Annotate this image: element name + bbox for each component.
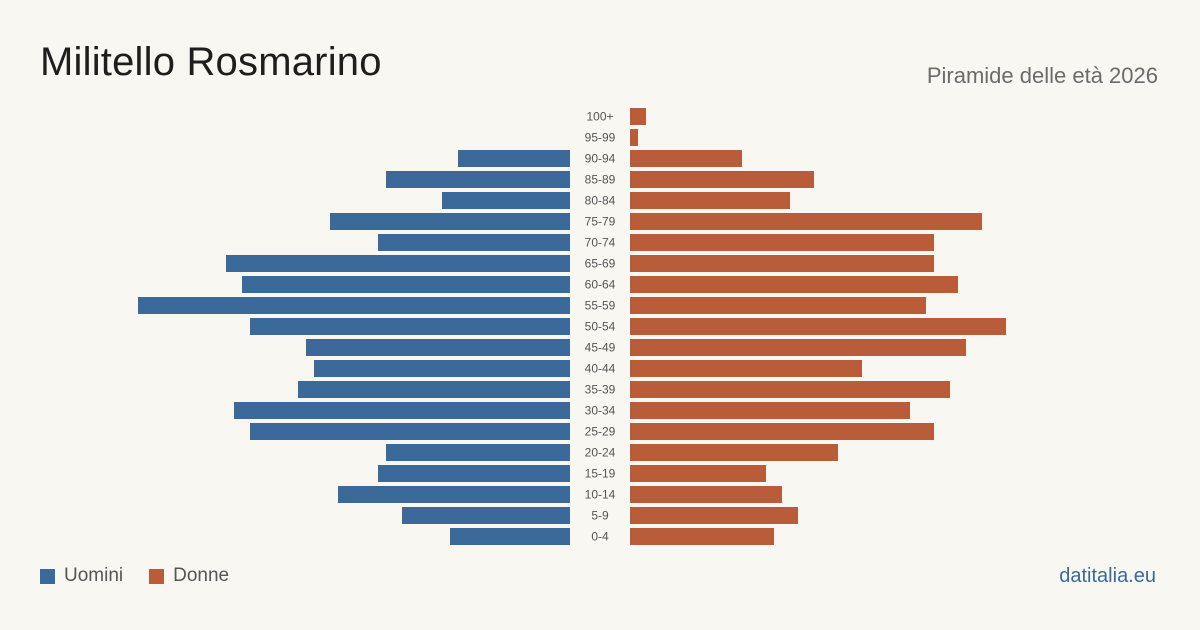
age-label-20-24: 20-24 xyxy=(585,446,616,460)
age-label-5-9: 5-9 xyxy=(591,509,609,523)
age-label-55-59: 55-59 xyxy=(585,299,616,313)
bar-women-80-84 xyxy=(630,192,790,209)
bar-women-75-79 xyxy=(630,213,982,230)
bar-men-35-39 xyxy=(298,381,570,398)
bar-women-100+ xyxy=(630,108,646,125)
age-label-10-14: 10-14 xyxy=(585,488,616,502)
age-label-40-44: 40-44 xyxy=(585,362,616,376)
bar-women-25-29 xyxy=(630,423,934,440)
bar-men-45-49 xyxy=(306,339,570,356)
bar-men-70-74 xyxy=(378,234,570,251)
bar-women-95-99 xyxy=(630,129,638,146)
age-label-35-39: 35-39 xyxy=(585,383,616,397)
bar-women-10-14 xyxy=(630,486,782,503)
age-label-30-34: 30-34 xyxy=(585,404,616,418)
brand-link[interactable]: datitalia.eu xyxy=(1059,565,1156,587)
bar-women-35-39 xyxy=(630,381,950,398)
bar-women-90-94 xyxy=(630,150,742,167)
bar-women-70-74 xyxy=(630,234,934,251)
age-label-25-29: 25-29 xyxy=(585,425,616,439)
bar-men-30-34 xyxy=(234,402,570,419)
legend-item-men: Uomini xyxy=(40,565,123,587)
bar-men-75-79 xyxy=(330,213,570,230)
bar-men-85-89 xyxy=(386,171,570,188)
chart-title: Militello Rosmarino xyxy=(40,40,382,84)
bar-men-0-4 xyxy=(450,528,570,545)
age-label-15-19: 15-19 xyxy=(585,467,616,481)
bar-women-20-24 xyxy=(630,444,838,461)
legend: Uomini Donne xyxy=(40,565,229,587)
bar-men-60-64 xyxy=(242,276,570,293)
chart-subtitle: Piramide delle età 2026 xyxy=(926,63,1158,88)
age-label-0-4: 0-4 xyxy=(591,530,609,544)
bar-men-10-14 xyxy=(338,486,570,503)
bar-women-50-54 xyxy=(630,318,1006,335)
bar-women-15-19 xyxy=(630,465,766,482)
bar-women-85-89 xyxy=(630,171,814,188)
bar-men-20-24 xyxy=(386,444,570,461)
bar-women-60-64 xyxy=(630,276,958,293)
age-label-70-74: 70-74 xyxy=(585,236,616,250)
bar-men-15-19 xyxy=(378,465,570,482)
age-label-75-79: 75-79 xyxy=(585,215,616,229)
bar-women-40-44 xyxy=(630,360,862,377)
bar-men-80-84 xyxy=(442,192,570,209)
bar-men-65-69 xyxy=(226,255,570,272)
bar-men-40-44 xyxy=(314,360,570,377)
bar-men-90-94 xyxy=(458,150,570,167)
bar-women-55-59 xyxy=(630,297,926,314)
age-label-65-69: 65-69 xyxy=(585,257,616,271)
bar-men-5-9 xyxy=(402,507,570,524)
bar-women-30-34 xyxy=(630,402,910,419)
bar-women-0-4 xyxy=(630,528,774,545)
bar-men-55-59 xyxy=(138,297,570,314)
legend-swatch-women xyxy=(149,568,165,584)
legend-label-men: Uomini xyxy=(64,565,124,586)
age-label-95-99: 95-99 xyxy=(585,131,616,145)
legend-label-women: Donne xyxy=(173,565,230,586)
age-label-80-84: 80-84 xyxy=(585,194,616,208)
bar-women-65-69 xyxy=(630,255,934,272)
legend-swatch-men xyxy=(40,568,55,584)
bar-men-25-29 xyxy=(250,423,570,440)
age-label-45-49: 45-49 xyxy=(585,341,616,355)
bar-women-45-49 xyxy=(630,339,966,356)
bar-men-50-54 xyxy=(250,318,570,335)
age-label-60-64: 60-64 xyxy=(585,278,616,292)
age-label-50-54: 50-54 xyxy=(585,320,616,334)
bar-women-5-9 xyxy=(630,507,798,524)
legend-item-women: Donne xyxy=(149,565,229,587)
age-label-90-94: 90-94 xyxy=(585,152,616,166)
age-label-100+: 100+ xyxy=(586,110,613,124)
age-label-85-89: 85-89 xyxy=(585,173,616,187)
